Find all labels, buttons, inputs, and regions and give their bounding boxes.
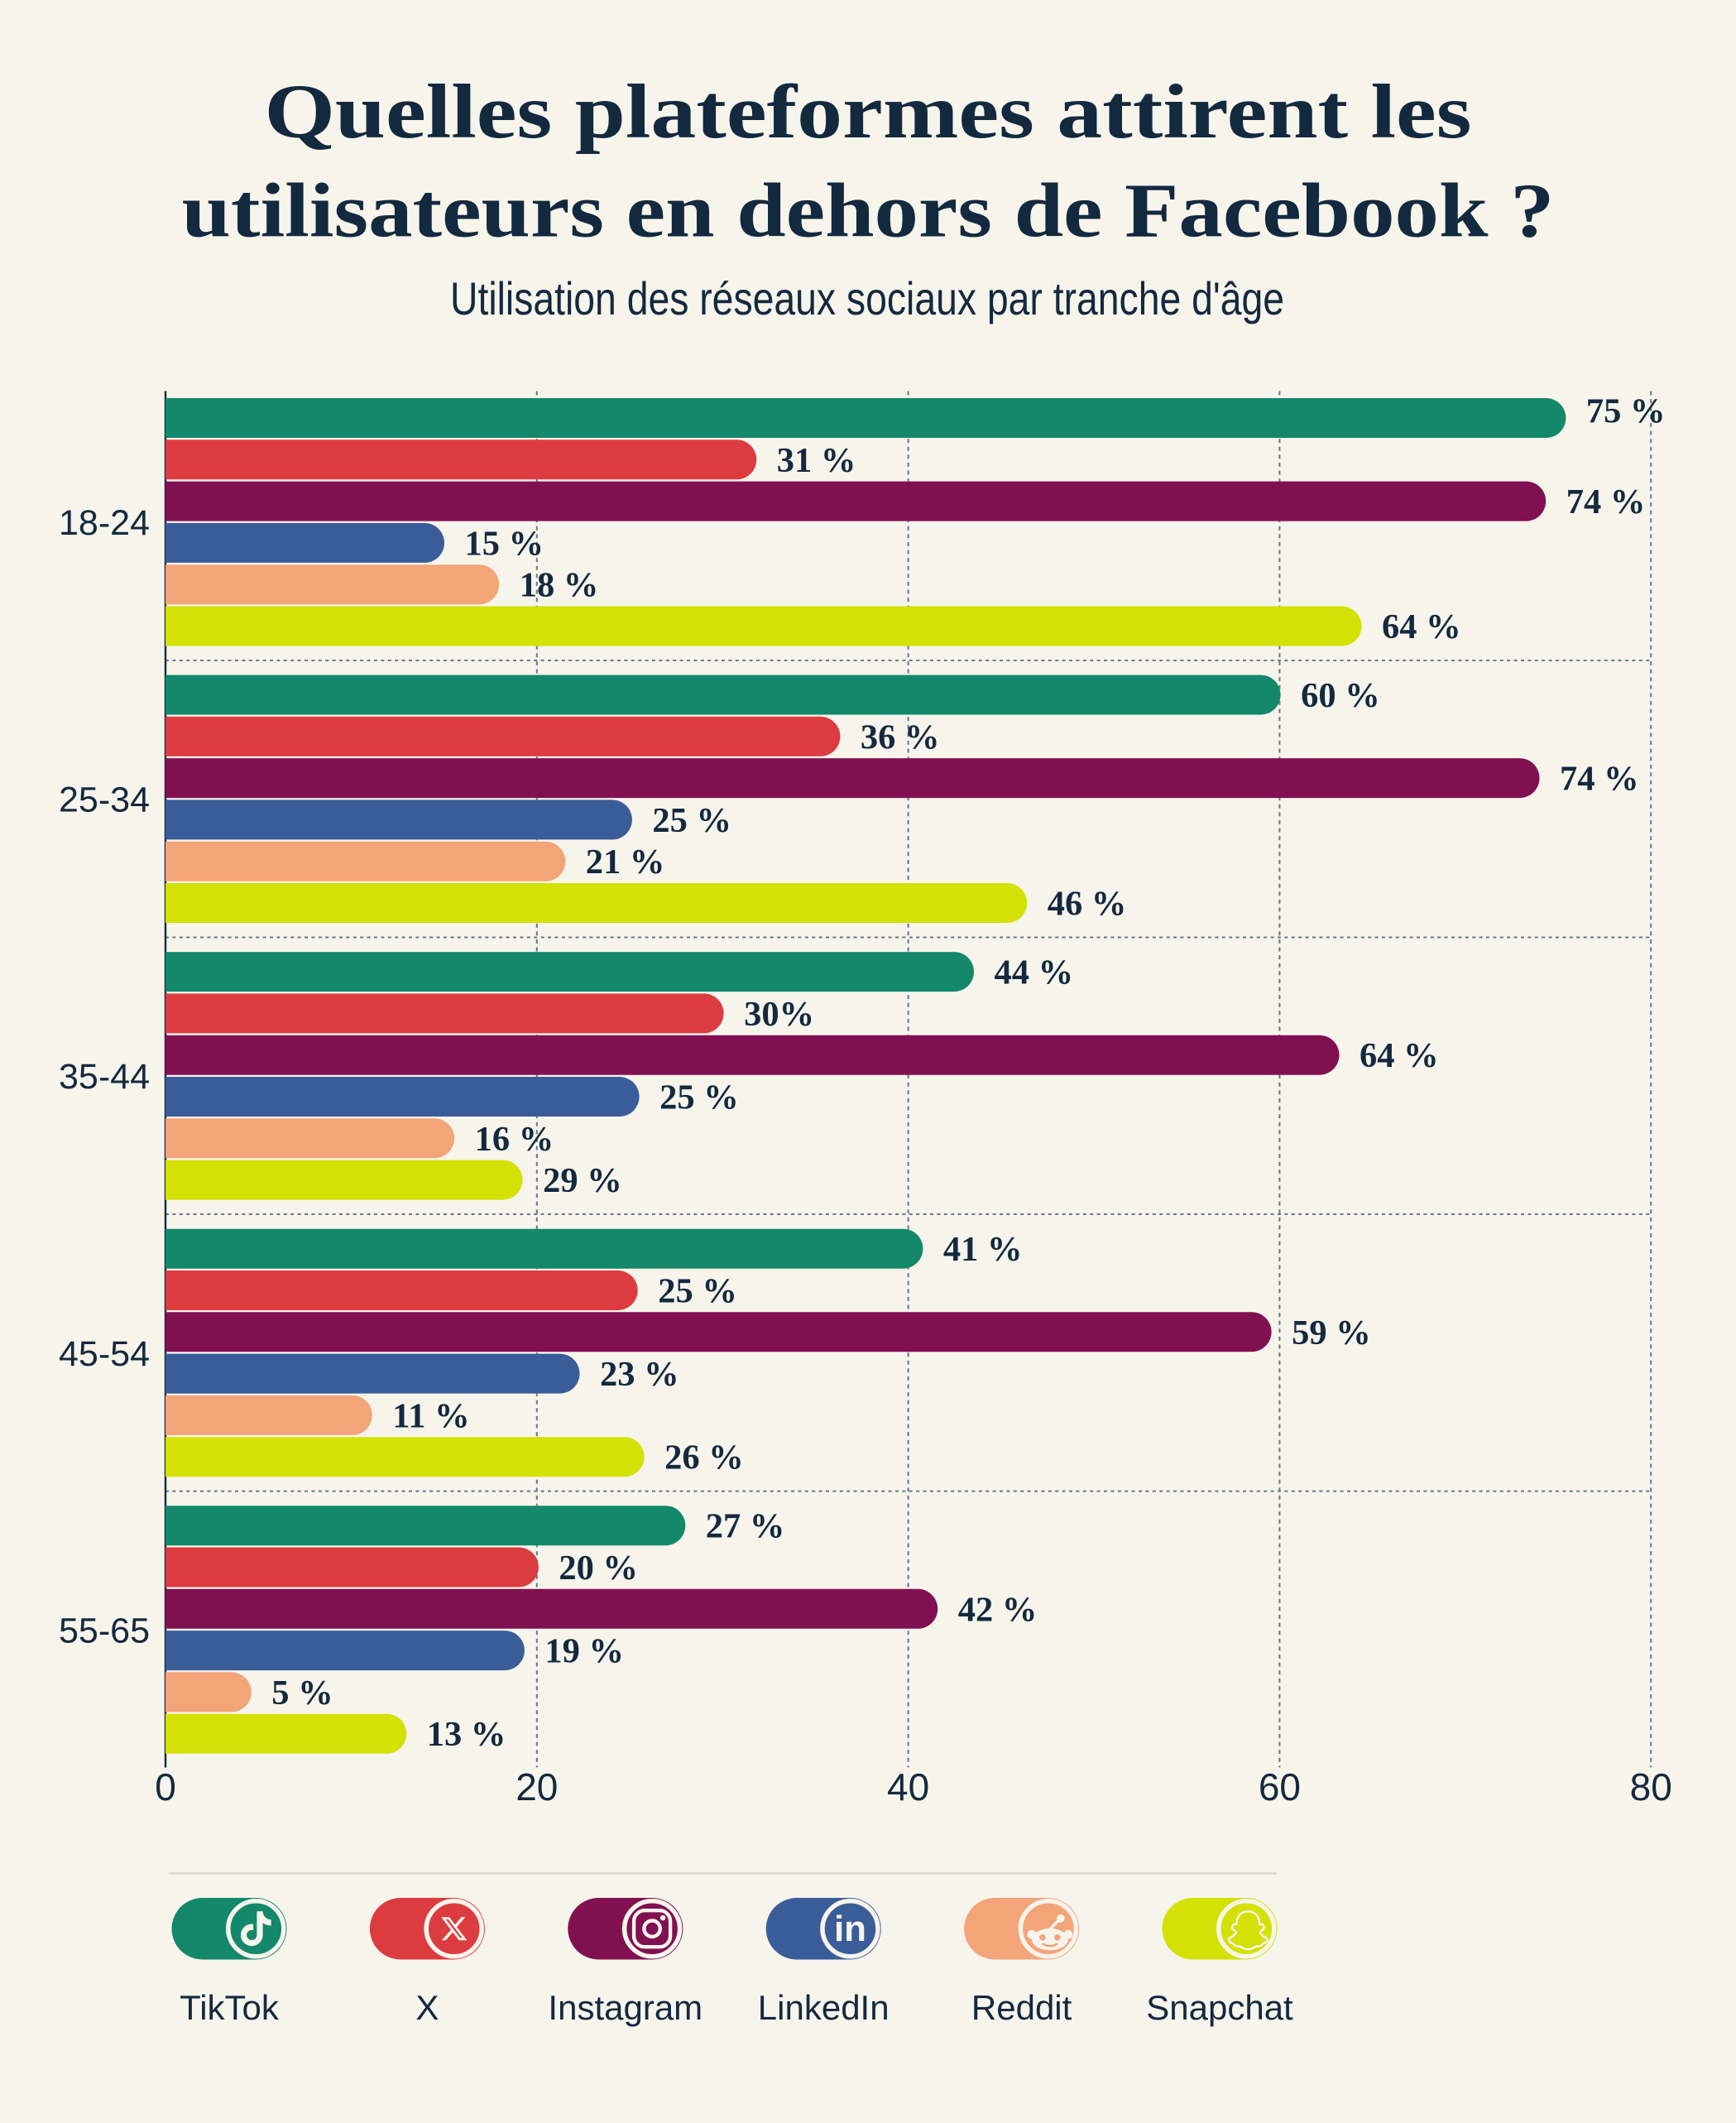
svg-text:27 %: 27 % bbox=[706, 1507, 785, 1546]
svg-text:LinkedIn: LinkedIn bbox=[758, 1988, 890, 2027]
svg-text:75 %: 75 % bbox=[1586, 392, 1666, 431]
svg-text:46 %: 46 % bbox=[1048, 885, 1127, 924]
svg-text:55-65: 55-65 bbox=[59, 1611, 150, 1650]
svg-text:59 %: 59 % bbox=[1292, 1314, 1371, 1352]
svg-text:30%: 30% bbox=[744, 995, 814, 1034]
svg-text:25 %: 25 % bbox=[652, 801, 731, 840]
svg-text:20 %: 20 % bbox=[559, 1549, 638, 1587]
svg-text:20: 20 bbox=[516, 1765, 558, 1808]
svg-text:26 %: 26 % bbox=[664, 1439, 744, 1477]
svg-text:X: X bbox=[415, 1988, 439, 2027]
svg-text:Quelles plateformes attirent l: Quelles plateformes attirent les bbox=[265, 70, 1472, 155]
svg-text:44 %: 44 % bbox=[995, 953, 1074, 992]
svg-text:TikTok: TikTok bbox=[180, 1988, 280, 2027]
svg-text:42 %: 42 % bbox=[958, 1590, 1038, 1629]
svg-text:36 %: 36 % bbox=[861, 718, 940, 756]
svg-text:19 %: 19 % bbox=[544, 1632, 624, 1671]
svg-text:41 %: 41 % bbox=[943, 1230, 1023, 1269]
svg-text:45-54: 45-54 bbox=[59, 1334, 150, 1374]
svg-text:5 %: 5 % bbox=[271, 1674, 333, 1712]
svg-text:74 %: 74 % bbox=[1560, 760, 1639, 799]
svg-text:60 %: 60 % bbox=[1301, 676, 1380, 715]
svg-text:40: 40 bbox=[887, 1765, 929, 1808]
svg-text:Reddit: Reddit bbox=[971, 1988, 1072, 2027]
svg-text:16 %: 16 % bbox=[475, 1120, 554, 1159]
svg-text:Utilisation des réseaux sociau: Utilisation des réseaux sociaux par tran… bbox=[450, 272, 1284, 324]
svg-text:31 %: 31 % bbox=[777, 441, 856, 480]
svg-text:Instagram: Instagram bbox=[548, 1988, 703, 2027]
svg-text:23 %: 23 % bbox=[600, 1355, 679, 1394]
svg-text:in: in bbox=[834, 1909, 866, 1949]
svg-text:13 %: 13 % bbox=[427, 1715, 506, 1754]
svg-text:35-44: 35-44 bbox=[59, 1057, 150, 1097]
svg-text:Snapchat: Snapchat bbox=[1146, 1988, 1293, 2027]
svg-text:18 %: 18 % bbox=[520, 566, 599, 605]
svg-text:15 %: 15 % bbox=[465, 524, 544, 563]
svg-text:74 %: 74 % bbox=[1566, 483, 1646, 521]
svg-text:25-34: 25-34 bbox=[59, 781, 150, 820]
svg-text:60: 60 bbox=[1259, 1765, 1301, 1808]
svg-text:utilisateurs en dehors de Face: utilisateurs en dehors de Facebook ? bbox=[182, 169, 1555, 254]
svg-text:25 %: 25 % bbox=[658, 1272, 737, 1311]
svg-text:18-24: 18-24 bbox=[59, 503, 150, 543]
svg-text:64 %: 64 % bbox=[1382, 608, 1461, 646]
svg-text:29 %: 29 % bbox=[543, 1161, 622, 1200]
svg-text:11 %: 11 % bbox=[392, 1396, 469, 1435]
svg-text:80: 80 bbox=[1630, 1765, 1672, 1808]
svg-text:0: 0 bbox=[155, 1765, 176, 1808]
svg-text:64 %: 64 % bbox=[1360, 1036, 1439, 1075]
svg-text:25 %: 25 % bbox=[659, 1078, 739, 1117]
svg-text:21 %: 21 % bbox=[586, 843, 665, 881]
